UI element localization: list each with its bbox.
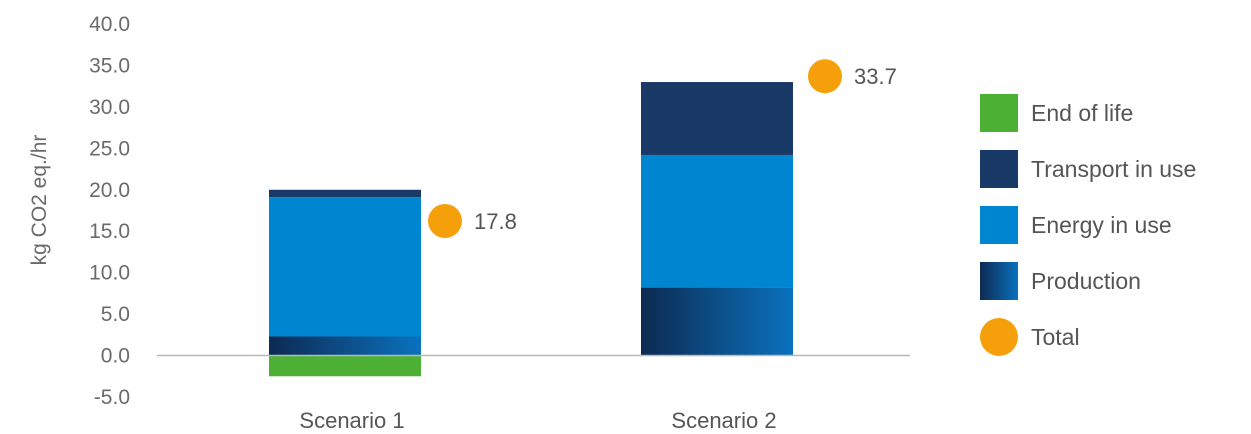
legend-swatch <box>980 150 1018 188</box>
y-tick-label: 15.0 <box>89 220 130 243</box>
legend-swatch <box>980 94 1018 132</box>
total-marker <box>808 59 842 94</box>
x-category-label: Scenario 1 <box>299 408 404 433</box>
bar-segment-end-of-life <box>269 355 421 377</box>
total-markers: 17.8 33.7 <box>428 59 897 239</box>
legend-swatch <box>980 262 1018 300</box>
y-tick-label: 10.0 <box>89 262 130 285</box>
x-category-label: Scenario 2 <box>671 408 776 433</box>
legend: End of life Transport in use Energy in use… <box>980 94 1196 356</box>
bar-segment-transport-in-use <box>269 189 421 198</box>
legend-swatch-total <box>980 318 1018 356</box>
bar-segment-transport-in-use <box>641 82 793 155</box>
y-axis-title: kg CO2 eq./hr <box>28 135 51 266</box>
total-value-label: 33.7 <box>854 64 897 89</box>
y-tick-label: 5.0 <box>101 303 130 326</box>
legend-label: Transport in use <box>1031 156 1196 182</box>
total-value-label: 17.8 <box>474 209 517 234</box>
bars <box>269 82 793 377</box>
legend-label: Energy in use <box>1031 212 1172 238</box>
legend-label: Production <box>1031 268 1141 294</box>
bar-segment-energy-in-use <box>641 154 793 288</box>
y-tick-label: 0.0 <box>101 345 130 368</box>
x-axis-labels: Scenario 1 Scenario 2 <box>299 408 776 433</box>
legend-label: End of life <box>1031 100 1133 126</box>
bar-segment-production <box>641 287 793 356</box>
y-tick-label: 25.0 <box>89 137 130 160</box>
y-tick-label: -5.0 <box>94 386 130 409</box>
legend-label: Total <box>1031 324 1080 350</box>
y-tick-label: 40.0 <box>89 13 130 36</box>
bar-segment-production <box>269 336 421 356</box>
y-tick-label: 20.0 <box>89 179 130 202</box>
y-tick-label: 35.0 <box>89 54 130 77</box>
total-marker <box>428 204 462 239</box>
y-tick-label: 30.0 <box>89 96 130 119</box>
y-axis-ticks: 40.0 35.0 30.0 25.0 20.0 15.0 10.0 5.0 0.0 -5.0 <box>89 13 130 409</box>
legend-swatch <box>980 206 1018 244</box>
bar-segment-energy-in-use <box>269 197 421 337</box>
